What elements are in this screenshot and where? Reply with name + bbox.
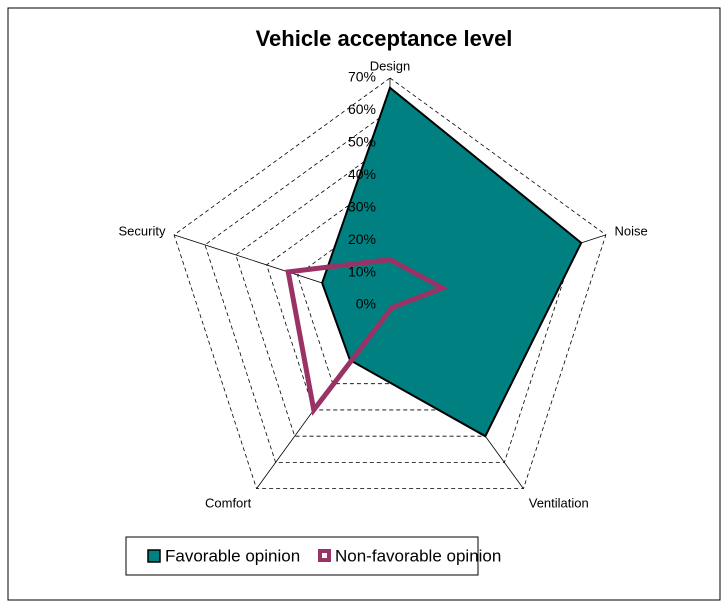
grid-ring — [235, 142, 545, 437]
y-tick-label: 70% — [348, 69, 376, 85]
category-label: Ventilation — [529, 495, 589, 510]
y-tick-label: 50% — [348, 134, 376, 150]
legend-label: Non-favorable opinion — [335, 546, 501, 565]
y-tick-label: 20% — [348, 231, 376, 247]
chart-title: Vehicle acceptance level — [256, 26, 513, 51]
category-label: Security — [119, 223, 166, 238]
legend-swatch — [318, 549, 331, 562]
category-label: Design — [370, 58, 410, 73]
y-tick-label: 10% — [348, 263, 376, 279]
series-line — [285, 257, 449, 416]
y-tick-label: 30% — [348, 198, 376, 214]
series-area — [321, 86, 583, 438]
category-label: Noise — [615, 223, 648, 238]
y-tick-label: 0% — [356, 296, 376, 312]
grid-ring — [297, 207, 483, 385]
legend-swatch — [147, 549, 161, 563]
category-label: Comfort — [205, 495, 252, 510]
y-tick-label: 60% — [348, 101, 376, 117]
y-tick-label: 40% — [348, 166, 376, 182]
grid-ring — [173, 77, 607, 490]
legend-box — [125, 536, 479, 576]
legend-label: Favorable opinion — [165, 546, 300, 565]
